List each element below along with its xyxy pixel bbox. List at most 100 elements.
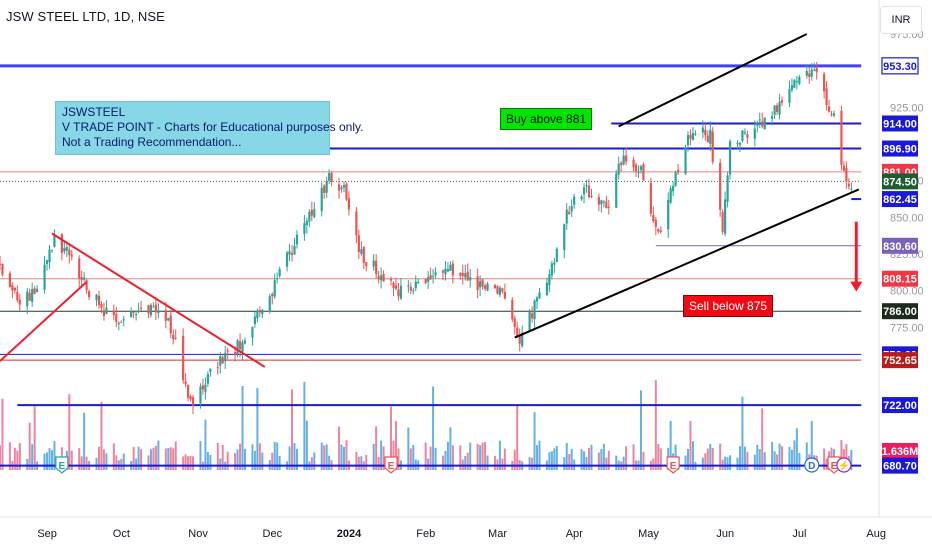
candle-body bbox=[701, 127, 704, 133]
candle-body bbox=[427, 277, 430, 282]
volume-bar bbox=[365, 455, 368, 470]
candle-body bbox=[622, 155, 625, 165]
currency-button[interactable]: INR bbox=[880, 6, 922, 34]
volume-bar bbox=[615, 455, 618, 470]
volume-bar bbox=[355, 451, 358, 470]
x-tick-label: Sep bbox=[37, 528, 57, 540]
volume-bar bbox=[234, 453, 237, 470]
volume-bar bbox=[706, 448, 709, 470]
candle-body bbox=[320, 187, 323, 212]
candle-body bbox=[795, 81, 798, 83]
volume-bar bbox=[338, 426, 341, 470]
volume-bar bbox=[795, 428, 798, 470]
candle-body bbox=[694, 133, 697, 135]
trendline bbox=[514, 188, 860, 339]
volume-bar bbox=[291, 389, 294, 470]
volume-bar bbox=[407, 427, 410, 470]
candle-body bbox=[464, 273, 467, 278]
candle-body bbox=[530, 313, 534, 319]
candle-body bbox=[704, 129, 707, 136]
volume-bar bbox=[479, 445, 482, 470]
candle-body bbox=[85, 280, 88, 290]
volume-bar bbox=[375, 426, 378, 470]
volume-bar bbox=[709, 443, 712, 470]
volume-bar bbox=[531, 457, 534, 470]
volume-bar bbox=[102, 449, 105, 470]
volume-bar bbox=[221, 444, 224, 470]
candle-body bbox=[149, 304, 153, 316]
symbol-title: JSW STEEL LTD, 1D, NSE bbox=[6, 9, 165, 24]
candle-body bbox=[756, 122, 759, 126]
candlesticks bbox=[0, 61, 853, 415]
candle-body bbox=[323, 185, 326, 194]
volume-bar bbox=[13, 447, 16, 470]
price-label-text: 914.00 bbox=[883, 118, 917, 130]
candle-body bbox=[16, 291, 19, 301]
candle-body bbox=[753, 128, 756, 139]
candle-body bbox=[31, 288, 34, 302]
price-label: 914.00 bbox=[882, 115, 918, 132]
candle-body bbox=[305, 220, 308, 226]
price-label-text: 808.15 bbox=[883, 274, 917, 286]
volume-bar bbox=[204, 419, 207, 470]
candle-body bbox=[174, 337, 177, 339]
trendline bbox=[0, 281, 88, 362]
candle-body bbox=[117, 322, 120, 325]
candle-body bbox=[68, 249, 71, 256]
candle-body bbox=[582, 187, 586, 195]
price-label: 808.15 bbox=[882, 270, 918, 287]
volume-bar bbox=[424, 442, 427, 470]
x-tick-label: Jun bbox=[716, 528, 734, 540]
candle-body bbox=[615, 173, 618, 208]
volume-bar bbox=[840, 440, 843, 470]
candle-body bbox=[201, 385, 205, 390]
volume-bar bbox=[781, 446, 784, 470]
volume-bar bbox=[536, 445, 539, 470]
volume-bar bbox=[449, 427, 452, 470]
volume-bar bbox=[261, 452, 264, 470]
candle-body bbox=[741, 130, 744, 141]
candle-body bbox=[444, 268, 447, 275]
volume-bar bbox=[164, 448, 167, 470]
candle-body bbox=[649, 182, 652, 214]
candle-body bbox=[516, 327, 519, 337]
candle-body bbox=[137, 310, 140, 312]
candle-body bbox=[724, 199, 727, 234]
candle-body bbox=[105, 307, 108, 314]
volume-bar bbox=[380, 440, 383, 470]
candle-body bbox=[667, 200, 670, 230]
volume-bar bbox=[684, 455, 687, 470]
volume-bar bbox=[303, 381, 306, 470]
candle-body bbox=[758, 119, 761, 121]
candle-body bbox=[832, 113, 836, 116]
candle-body bbox=[808, 73, 811, 77]
candle-body bbox=[605, 201, 608, 209]
earnings-marker bbox=[55, 456, 69, 474]
candle-body bbox=[167, 318, 170, 321]
candle-body bbox=[842, 165, 846, 171]
price-label: 896.90 bbox=[882, 140, 918, 157]
candle-body bbox=[139, 307, 143, 309]
candle-body bbox=[241, 342, 244, 352]
candle-body bbox=[172, 334, 175, 340]
candle-body bbox=[775, 105, 779, 112]
price-label-text: 874.50 bbox=[883, 176, 917, 188]
candle-body bbox=[565, 209, 568, 224]
candle-body bbox=[481, 279, 484, 287]
volume-bar bbox=[761, 408, 764, 470]
candle-body bbox=[115, 313, 118, 323]
candle-body bbox=[518, 335, 521, 344]
candle-body bbox=[83, 277, 86, 280]
candle-body bbox=[337, 184, 341, 191]
candle-body bbox=[469, 277, 472, 281]
candle-body bbox=[169, 315, 172, 334]
volume-bar bbox=[33, 406, 36, 470]
price-label-box bbox=[882, 352, 918, 369]
candle-body bbox=[164, 310, 167, 322]
volume-bar bbox=[605, 457, 608, 470]
volume-bar bbox=[464, 455, 467, 470]
candle-body bbox=[827, 106, 831, 112]
volume-bar bbox=[18, 443, 21, 470]
candle-body bbox=[251, 326, 254, 338]
